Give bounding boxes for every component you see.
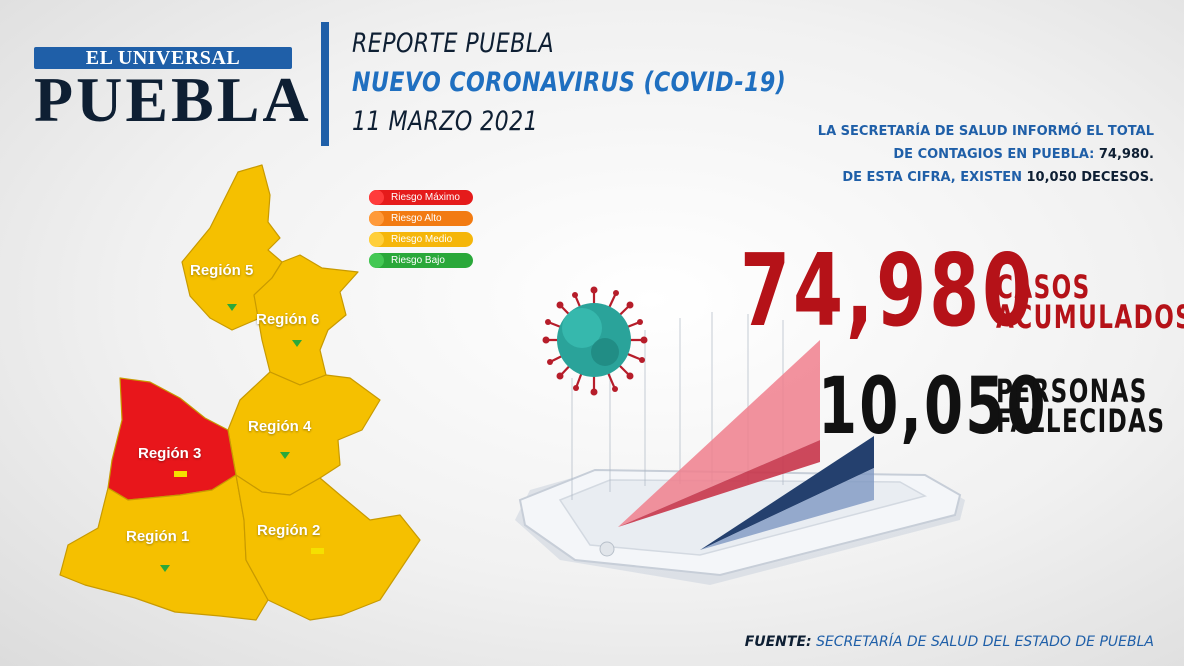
legend-item-riesgo-alto: Riesgo Alto (369, 211, 473, 226)
source-text: SECRETARÍA DE SALUD DEL ESTADO DE PUEBLA (811, 634, 1154, 650)
report-title: REPORTE PUEBLA (352, 28, 555, 59)
region-5-green-marker (227, 304, 237, 311)
deaths-label-line-1: PERSONAS (996, 372, 1148, 410)
coronavirus-icon (542, 286, 648, 396)
source-label: FUENTE: (744, 634, 812, 650)
legend-dot-icon (369, 211, 384, 226)
region-1-green-marker (160, 565, 170, 572)
legend-item-riesgo-maximo: Riesgo Máximo (369, 190, 473, 205)
region-6-shape (253, 254, 359, 386)
region-4-green-marker (280, 452, 290, 459)
region-6-green-marker (292, 340, 302, 347)
legend-dot-icon (369, 253, 384, 268)
region-6-label: Región 6 (256, 311, 320, 328)
deaths-label-line-2: FALLECIDAS (996, 402, 1166, 440)
legend-label: Riesgo Bajo (391, 255, 445, 266)
region-3-label: Región 3 (138, 445, 202, 462)
report-subtitle: NUEVO CORONAVIRUS (COVID-19) (352, 67, 787, 98)
legend-label: Riesgo Alto (391, 213, 442, 224)
region-3-yellow-marker (174, 471, 187, 477)
region-1-shape (59, 474, 269, 621)
legend-label: Riesgo Máximo (391, 192, 460, 203)
legend-label: Riesgo Medio (391, 234, 453, 245)
info-total-cases: 74,980. (1098, 147, 1154, 162)
region-2-shape (235, 474, 421, 621)
legend-dot-icon (369, 232, 384, 247)
deaths-count: 10,050 (818, 362, 1048, 452)
info-line-3: DE ESTA CIFRA, EXISTEN 10,050 DECESOS. (842, 170, 1154, 185)
tablet-illustration (515, 312, 965, 585)
legend-dot-icon (369, 190, 384, 205)
cases-label-line-2: ACUMULADOS (996, 298, 1184, 336)
header-divider (321, 22, 329, 146)
source-note: FUENTE: SECRETARÍA DE SALUD DEL ESTADO D… (745, 634, 1154, 650)
logo-banner: EL UNIVERSAL (34, 47, 292, 69)
region-3-shape (107, 377, 237, 501)
report-date: 11 MARZO 2021 (352, 106, 539, 137)
region-1-label: Región 1 (126, 528, 190, 545)
region-4-label: Región 4 (248, 418, 312, 435)
deaths-label: PERSONAS FALLECIDAS (996, 372, 1166, 440)
info-line-3-text: DE ESTA CIFRA, EXISTEN (842, 170, 1027, 185)
info-line-1: LA SECRETARÍA DE SALUD INFORMÓ EL TOTAL (817, 124, 1154, 139)
cases-count: 74,980 (740, 232, 1036, 349)
region-2-yellow-marker (311, 548, 324, 554)
logo-top-text: EL UNIVERSAL (85, 47, 241, 69)
info-line-2: DE CONTAGIOS EN PUEBLA: 74,980. (893, 147, 1154, 162)
logo-main-text: PUEBLA (34, 64, 312, 135)
legend-item-riesgo-medio: Riesgo Medio (369, 232, 473, 247)
region-5-label: Región 5 (190, 262, 254, 279)
cases-label: CASOS ACUMULADOS (996, 268, 1184, 336)
info-total-deaths: 10,050 DECESOS. (1026, 170, 1155, 185)
cases-label-line-1: CASOS (996, 268, 1091, 306)
info-line-2-text: DE CONTAGIOS EN PUEBLA: (893, 147, 1099, 162)
region-2-label: Región 2 (257, 522, 321, 539)
legend-item-riesgo-bajo: Riesgo Bajo (369, 253, 473, 268)
